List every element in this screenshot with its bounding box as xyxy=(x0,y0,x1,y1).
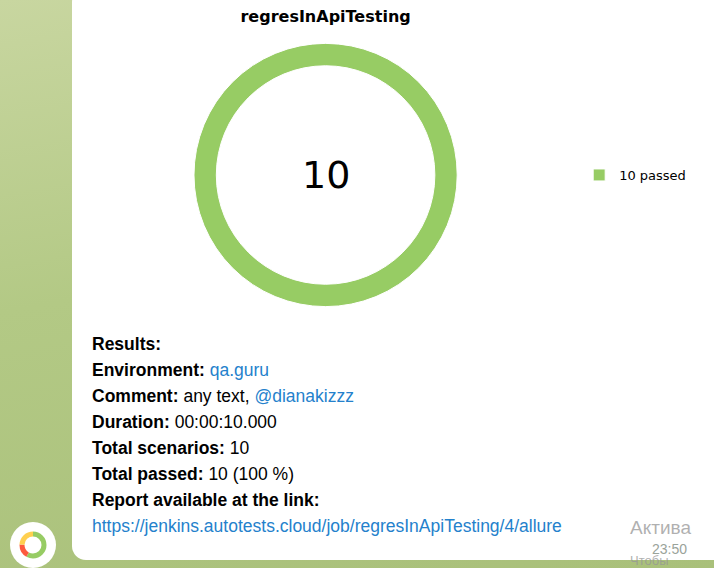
html-text:Total passed: 10 (100 %): Total passed: 10 (100 %) xyxy=(92,464,294,484)
html-text:Report available at the link:: Report available at the link: xyxy=(92,490,320,510)
html-text:https://jenkins.autotests.clou: https://jenkins.autotests.cloud/job/regr… xyxy=(92,516,562,536)
html-text:Duration: 00:00:10.000: Duration: 00:00:10.000 xyxy=(92,412,277,432)
html-text:Актива: Актива xyxy=(630,517,691,538)
html-text:Results:: Results: xyxy=(92,334,161,354)
svg-text:regresInApiTesting: regresInApiTesting xyxy=(240,7,410,26)
html-text:Total scenarios: 10: Total scenarios: 10 xyxy=(92,438,250,458)
html-text:Comment: any text, @dianakizzz: Comment: any text, @dianakizzz xyxy=(92,386,354,406)
html-text:Environment: qa.guru: Environment: qa.guru xyxy=(92,360,269,380)
html-text:23:50: 23:50 xyxy=(652,541,687,557)
svg-text:10: 10 xyxy=(302,153,350,197)
html-text:Чтобы: Чтобы xyxy=(630,553,669,568)
svg-text:10 passed: 10 passed xyxy=(619,168,686,183)
